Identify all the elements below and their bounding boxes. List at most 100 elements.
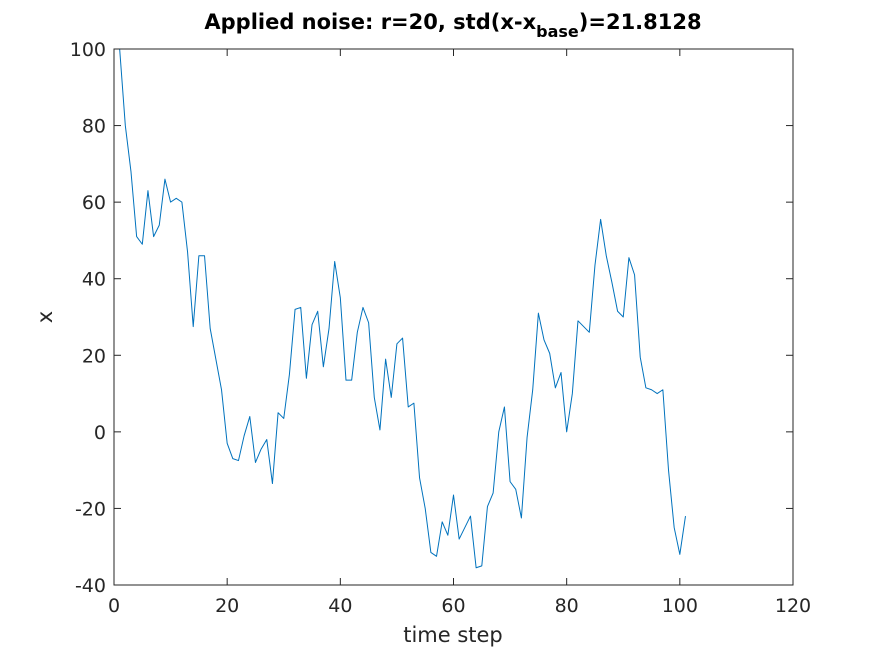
data-point bbox=[668, 470, 669, 471]
data-point bbox=[204, 255, 205, 256]
data-point bbox=[470, 515, 471, 516]
data-point bbox=[651, 389, 652, 390]
data-point bbox=[215, 359, 216, 360]
data-point bbox=[283, 418, 284, 419]
data-point bbox=[323, 366, 324, 367]
data-point bbox=[306, 378, 307, 379]
data-point bbox=[227, 443, 228, 444]
data-point bbox=[125, 125, 126, 126]
data-point bbox=[136, 236, 137, 237]
data-point bbox=[504, 406, 505, 407]
data-point bbox=[147, 190, 148, 191]
data-point bbox=[419, 477, 420, 478]
data-point bbox=[379, 429, 380, 430]
x-tick-label: 0 bbox=[108, 595, 120, 617]
y-tick-label: 80 bbox=[82, 116, 106, 138]
data-point bbox=[600, 219, 601, 220]
data-point bbox=[385, 359, 386, 360]
data-point bbox=[159, 225, 160, 226]
x-tick-label: 120 bbox=[775, 595, 811, 617]
data-point bbox=[357, 332, 358, 333]
chart-title-suffix: )=21.8128 bbox=[579, 10, 702, 34]
data-point bbox=[549, 353, 550, 354]
data-point bbox=[662, 389, 663, 390]
data-point bbox=[532, 389, 533, 390]
x-tick-label: 20 bbox=[215, 595, 239, 617]
x-tick-label: 80 bbox=[555, 595, 579, 617]
data-point bbox=[266, 439, 267, 440]
data-point bbox=[413, 403, 414, 404]
data-point bbox=[560, 372, 561, 373]
data-point bbox=[628, 257, 629, 258]
data-point bbox=[402, 337, 403, 338]
data-point bbox=[640, 357, 641, 358]
data-point bbox=[289, 374, 290, 375]
data-point bbox=[634, 274, 635, 275]
data-point bbox=[589, 332, 590, 333]
data-point bbox=[345, 380, 346, 381]
y-axis-label: x bbox=[33, 311, 57, 323]
data-point bbox=[577, 320, 578, 321]
data-point bbox=[526, 437, 527, 438]
data-point bbox=[464, 527, 465, 528]
data-point bbox=[515, 489, 516, 490]
data-point bbox=[198, 255, 199, 256]
data-point bbox=[459, 538, 460, 539]
data-point bbox=[674, 527, 675, 528]
data-point bbox=[453, 494, 454, 495]
data-point bbox=[317, 311, 318, 312]
data-point bbox=[594, 265, 595, 266]
data-point bbox=[362, 307, 363, 308]
x-axis-label: time step bbox=[403, 623, 503, 647]
data-point bbox=[272, 483, 273, 484]
data-point bbox=[277, 412, 278, 413]
data-point bbox=[294, 309, 295, 310]
data-point bbox=[328, 328, 329, 329]
data-point bbox=[311, 324, 312, 325]
data-point bbox=[170, 202, 171, 203]
data-point bbox=[261, 448, 262, 449]
data-point bbox=[351, 380, 352, 381]
data-point bbox=[447, 535, 448, 536]
plot-area bbox=[114, 49, 793, 585]
data-point bbox=[657, 393, 658, 394]
data-point bbox=[572, 393, 573, 394]
data-point bbox=[679, 554, 680, 555]
data-point bbox=[493, 493, 494, 494]
y-tick-label: 40 bbox=[82, 269, 106, 291]
data-point bbox=[391, 397, 392, 398]
data-point bbox=[436, 556, 437, 557]
data-point bbox=[164, 179, 165, 180]
data-point bbox=[566, 431, 567, 432]
y-tick-label: 0 bbox=[94, 422, 106, 444]
data-point bbox=[583, 326, 584, 327]
data-point bbox=[476, 567, 477, 568]
x-tick-label: 40 bbox=[328, 595, 352, 617]
data-point bbox=[685, 515, 686, 516]
data-point bbox=[396, 343, 397, 344]
x-tick-label: 100 bbox=[662, 595, 698, 617]
chart-title: Applied noise: r=20, std(x-xbase)=21.812… bbox=[204, 10, 701, 41]
y-tick-label: -20 bbox=[75, 498, 106, 520]
data-point bbox=[232, 458, 233, 459]
data-point bbox=[425, 508, 426, 509]
series-layer bbox=[119, 48, 686, 569]
data-point bbox=[442, 521, 443, 522]
data-point bbox=[408, 406, 409, 407]
data-point bbox=[521, 517, 522, 518]
data-point bbox=[142, 244, 143, 245]
data-point bbox=[481, 565, 482, 566]
data-point bbox=[153, 236, 154, 237]
data-point bbox=[555, 387, 556, 388]
data-point bbox=[374, 397, 375, 398]
data-point bbox=[430, 552, 431, 553]
chart-title-subscript: base bbox=[536, 22, 579, 41]
data-point bbox=[221, 389, 222, 390]
x-tick-label: 60 bbox=[441, 595, 465, 617]
data-point bbox=[340, 297, 341, 298]
y-tick-label: 20 bbox=[82, 345, 106, 367]
data-point bbox=[611, 282, 612, 283]
data-point bbox=[249, 416, 250, 417]
data-point bbox=[543, 339, 544, 340]
